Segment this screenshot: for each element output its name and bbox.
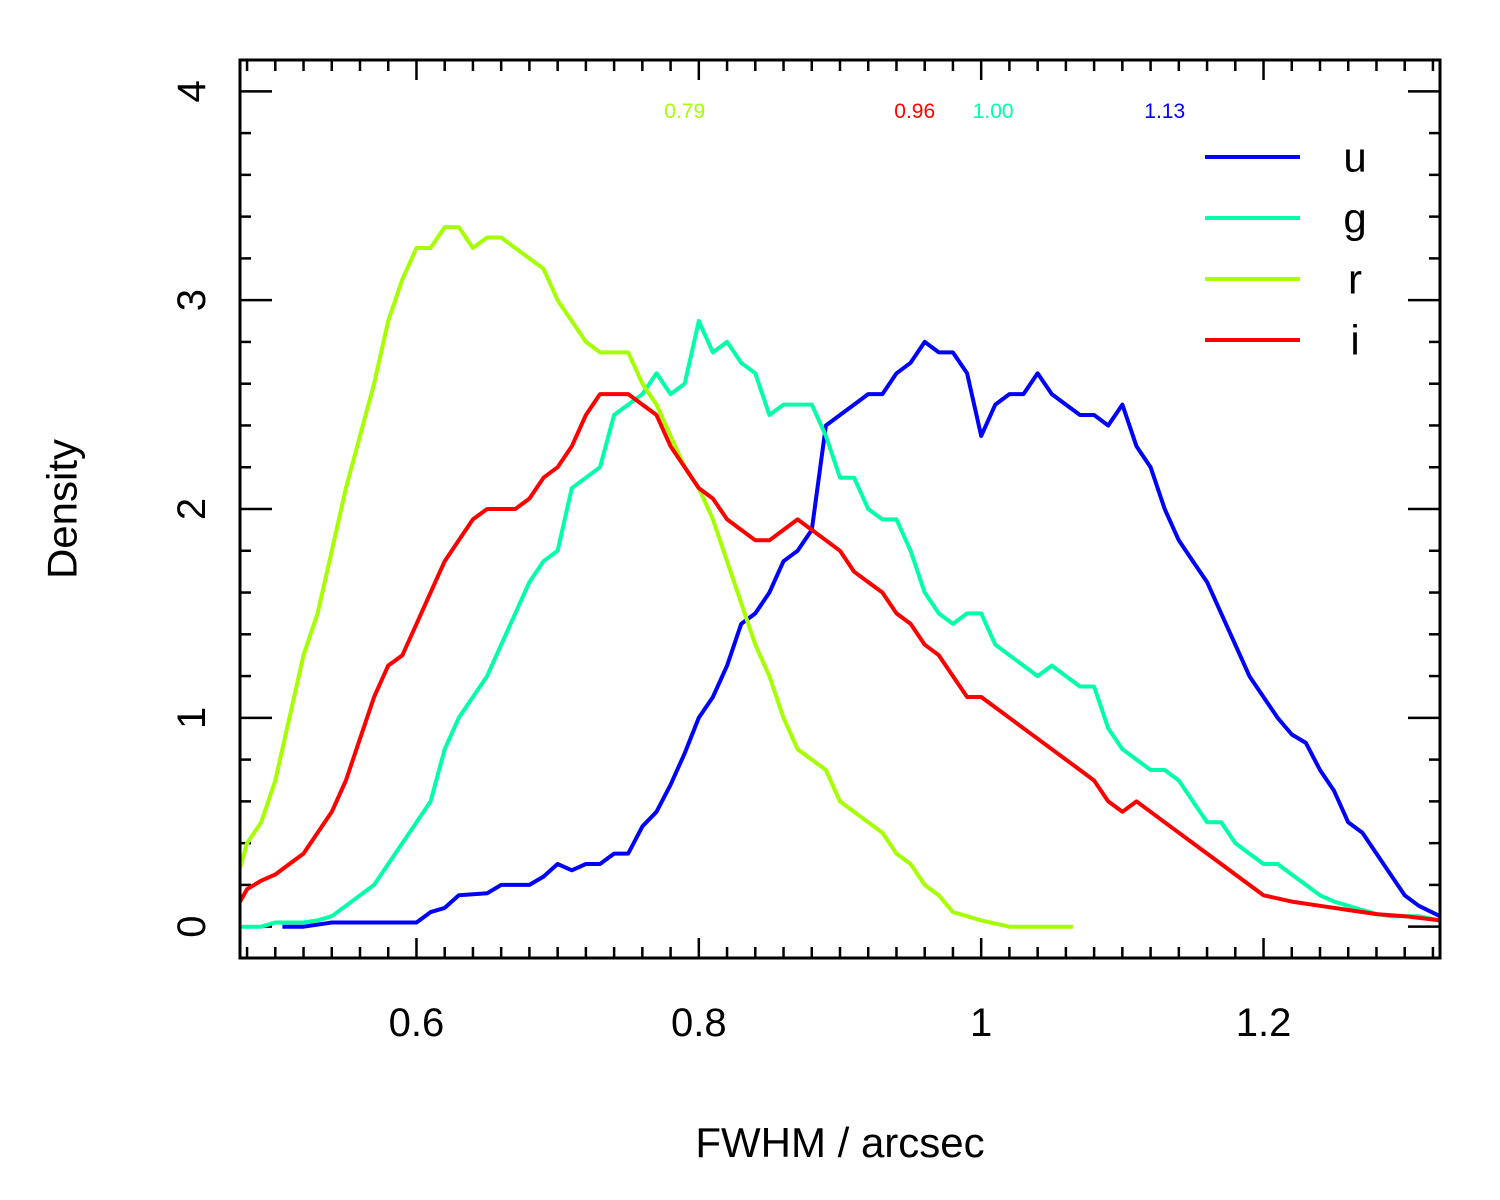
x-tick-label: 0.8	[671, 1001, 727, 1045]
y-axis-title: Density	[39, 439, 86, 579]
median-label-u: 1.13	[1144, 100, 1185, 123]
legend-label-i: i	[1350, 317, 1359, 364]
axis-tick-labels: 0.6 0.8 1 1.2 0 1 2 3 4	[170, 80, 1291, 1045]
x-tick-label: 1	[970, 1001, 992, 1045]
legend-label-r: r	[1348, 256, 1362, 303]
legend-label-u: u	[1343, 134, 1366, 181]
y-tick-label: 2	[170, 498, 214, 520]
median-label-r: 0.79	[664, 100, 705, 123]
x-tick-label: 0.6	[389, 1001, 445, 1045]
series-lines	[238, 225, 1441, 929]
median-label-i: 0.96	[894, 100, 935, 123]
median-labels: 0.79 0.96 1.00 1.13	[664, 100, 1185, 123]
y-tick-label: 3	[170, 289, 214, 311]
x-axis-title: FWHM / arcsec	[695, 1119, 984, 1166]
y-tick-label: 4	[170, 80, 214, 102]
y-tick-label: 1	[170, 707, 214, 729]
y-tick-label: 0	[170, 916, 214, 938]
x-tick-label: 1.2	[1236, 1001, 1292, 1045]
axis-ticks	[240, 60, 1440, 958]
legend-label-g: g	[1343, 195, 1366, 242]
series-line-u	[282, 339, 1441, 929]
series-line-r	[238, 225, 1073, 929]
median-label-g: 1.00	[973, 100, 1014, 123]
series-line-i	[238, 392, 1441, 923]
plot-frame	[238, 58, 1442, 960]
series-line-g	[240, 319, 1441, 929]
